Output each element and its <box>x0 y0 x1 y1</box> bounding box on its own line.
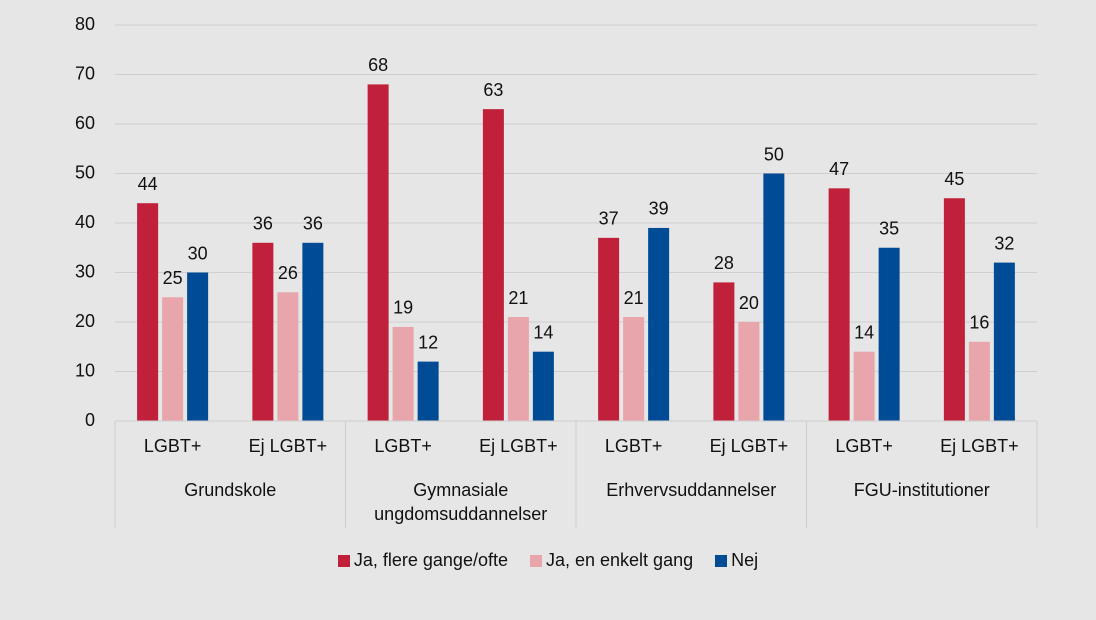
x-tick-label: Ej LGBT+ <box>479 436 558 456</box>
bar <box>828 188 850 421</box>
legend-label: Ja, en enkelt gang <box>545 550 694 570</box>
legend-label: Nej <box>731 550 759 570</box>
bar <box>943 198 965 421</box>
data-label: 30 <box>188 243 208 263</box>
data-label: 63 <box>483 80 503 100</box>
group-label: FGU-institutioner <box>853 480 990 500</box>
x-tick-label: LGBT+ <box>144 436 202 456</box>
data-label: 50 <box>764 144 784 164</box>
data-label: 14 <box>533 322 553 342</box>
bar <box>187 272 209 421</box>
bar <box>878 247 900 421</box>
bar <box>252 242 274 421</box>
bar <box>648 227 670 421</box>
y-tick-label: 30 <box>75 261 95 281</box>
data-label: 21 <box>508 288 528 308</box>
y-tick-label: 70 <box>75 63 95 83</box>
data-label: 14 <box>854 322 874 342</box>
bar <box>417 361 439 421</box>
data-label: 35 <box>879 219 899 239</box>
data-label: 26 <box>278 263 298 283</box>
data-label: 44 <box>138 174 158 194</box>
legend-item: Nej <box>715 550 758 571</box>
data-label: 47 <box>829 159 849 179</box>
legend-swatch <box>529 554 542 567</box>
bar <box>367 84 389 422</box>
group-label: Grundskole <box>184 480 277 500</box>
legend: Ja, flere gange/ofte Ja, en enkelt gang Ne… <box>0 550 1096 571</box>
bar <box>763 173 785 421</box>
x-tick-label: Ej LGBT+ <box>710 436 789 456</box>
legend-label: Ja, flere gange/ofte <box>353 550 508 570</box>
data-label: 36 <box>253 214 273 234</box>
bar <box>623 317 645 421</box>
bar <box>713 282 735 421</box>
data-label: 16 <box>969 313 989 333</box>
data-label: 25 <box>163 268 183 288</box>
y-tick-label: 20 <box>75 311 95 331</box>
legend-swatch <box>715 554 728 567</box>
bar <box>738 322 760 421</box>
legend-item: Ja, flere gange/ofte <box>337 550 508 571</box>
data-label: 12 <box>418 332 438 352</box>
data-label: 19 <box>393 298 413 318</box>
bar <box>507 317 529 421</box>
bar <box>162 297 184 421</box>
y-tick-label: 50 <box>75 162 95 182</box>
x-tick-label: LGBT+ <box>835 436 893 456</box>
y-tick-label: 40 <box>75 212 95 232</box>
bar <box>968 341 990 421</box>
bar <box>277 292 299 421</box>
bar <box>302 242 324 421</box>
bar <box>853 351 875 421</box>
data-label: 45 <box>944 169 964 189</box>
x-tick-label: Ej LGBT+ <box>249 436 328 456</box>
group-label: Erhvervsuddannelser <box>606 480 777 500</box>
data-label: 21 <box>624 288 644 308</box>
data-label: 36 <box>303 214 323 234</box>
data-label: 20 <box>739 293 759 313</box>
y-tick-label: 60 <box>75 113 95 133</box>
x-tick-label: LGBT+ <box>605 436 663 456</box>
legend-item: Ja, en enkelt gang <box>529 550 694 571</box>
y-tick-label: 0 <box>85 410 95 430</box>
group-label: Gymnasiale ungdomsuddannelser <box>374 480 548 524</box>
legend-swatch <box>337 554 350 567</box>
y-tick-label: 80 <box>75 14 95 34</box>
data-label: 28 <box>714 253 734 273</box>
data-label: 39 <box>649 199 669 219</box>
y-tick-label: 10 <box>75 360 95 380</box>
data-label: 68 <box>368 55 388 75</box>
bar <box>598 237 620 421</box>
bar <box>137 203 159 421</box>
bar <box>993 262 1015 421</box>
x-tick-label: Ej LGBT+ <box>940 436 1019 456</box>
bar <box>392 326 414 421</box>
data-label: 32 <box>994 233 1014 253</box>
x-tick-label: LGBT+ <box>374 436 432 456</box>
bar <box>532 351 554 421</box>
data-label: 37 <box>599 209 619 229</box>
bar <box>482 109 504 422</box>
